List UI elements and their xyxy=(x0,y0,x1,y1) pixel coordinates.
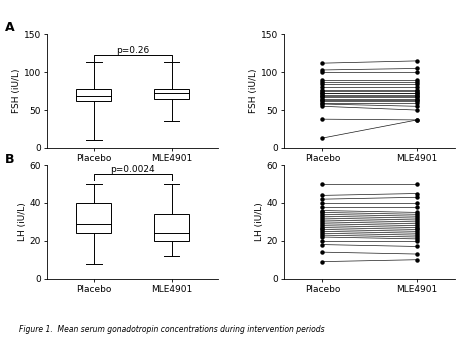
Text: B: B xyxy=(5,153,14,166)
Y-axis label: FSH (iU/L): FSH (iU/L) xyxy=(12,69,21,114)
Y-axis label: LH (iU/L): LH (iU/L) xyxy=(255,203,264,241)
Bar xyxy=(154,89,189,99)
Text: p=0.0024: p=0.0024 xyxy=(110,165,155,174)
Bar xyxy=(154,214,189,241)
Y-axis label: LH (iU/L): LH (iU/L) xyxy=(18,203,27,241)
Bar xyxy=(76,203,111,233)
Y-axis label: FSH (iU/L): FSH (iU/L) xyxy=(249,69,258,114)
Text: Figure 1.  Mean serum gonadotropin concentrations during intervention periods: Figure 1. Mean serum gonadotropin concen… xyxy=(19,325,325,334)
Text: p=0.26: p=0.26 xyxy=(116,46,149,55)
Text: A: A xyxy=(5,21,14,34)
Bar xyxy=(76,89,111,101)
